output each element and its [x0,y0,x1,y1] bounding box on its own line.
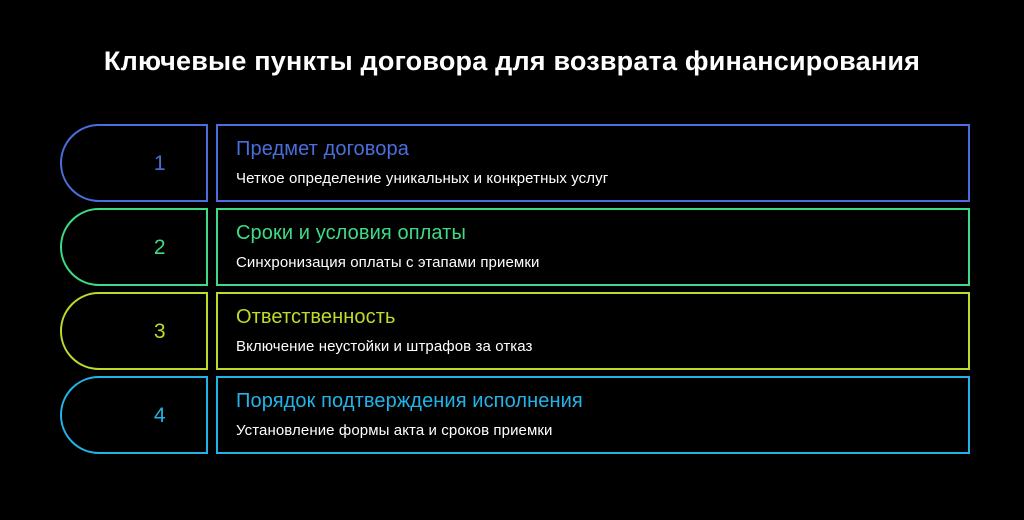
step-content-box: Ответственность Включение неустойки и шт… [216,292,970,370]
step-number-badge: 2 [60,208,208,286]
step-content-box: Порядок подтверждения исполнения Установ… [216,376,970,454]
list-item[interactable]: 3 Ответственность Включение неустойки и … [60,292,970,370]
step-number-badge: 4 [60,376,208,454]
list-item[interactable]: 2 Сроки и условия оплаты Синхронизация о… [60,208,970,286]
page-title: Ключевые пункты договора для возврата фи… [103,46,921,76]
step-title: Ответственность [236,306,396,328]
step-number: 3 [153,319,167,343]
step-content-box: Предмет договора Четкое определение уник… [216,124,970,202]
step-description: Синхронизация оплаты с этапами приемки [236,254,540,271]
step-number: 4 [153,403,167,427]
step-title: Порядок подтверждения исполнения [236,390,583,412]
list-item[interactable]: 1 Предмет договора Четкое определение ун… [60,124,970,202]
step-number: 1 [153,151,167,175]
step-description: Установление формы акта и сроков приемки [236,422,553,439]
step-content-box: Сроки и условия оплаты Синхронизация опл… [216,208,970,286]
step-number: 2 [153,235,167,259]
step-description: Включение неустойки и штрафов за отказ [236,338,533,355]
step-description: Четкое определение уникальных и конкретн… [236,170,609,187]
step-title: Сроки и условия оплаты [236,222,466,244]
step-title: Предмет договора [236,138,409,160]
step-number-badge: 3 [60,292,208,370]
key-points-list: 1 Предмет договора Четкое определение ун… [60,124,970,454]
list-item[interactable]: 4 Порядок подтверждения исполнения Устан… [60,376,970,454]
step-number-badge: 1 [60,124,208,202]
